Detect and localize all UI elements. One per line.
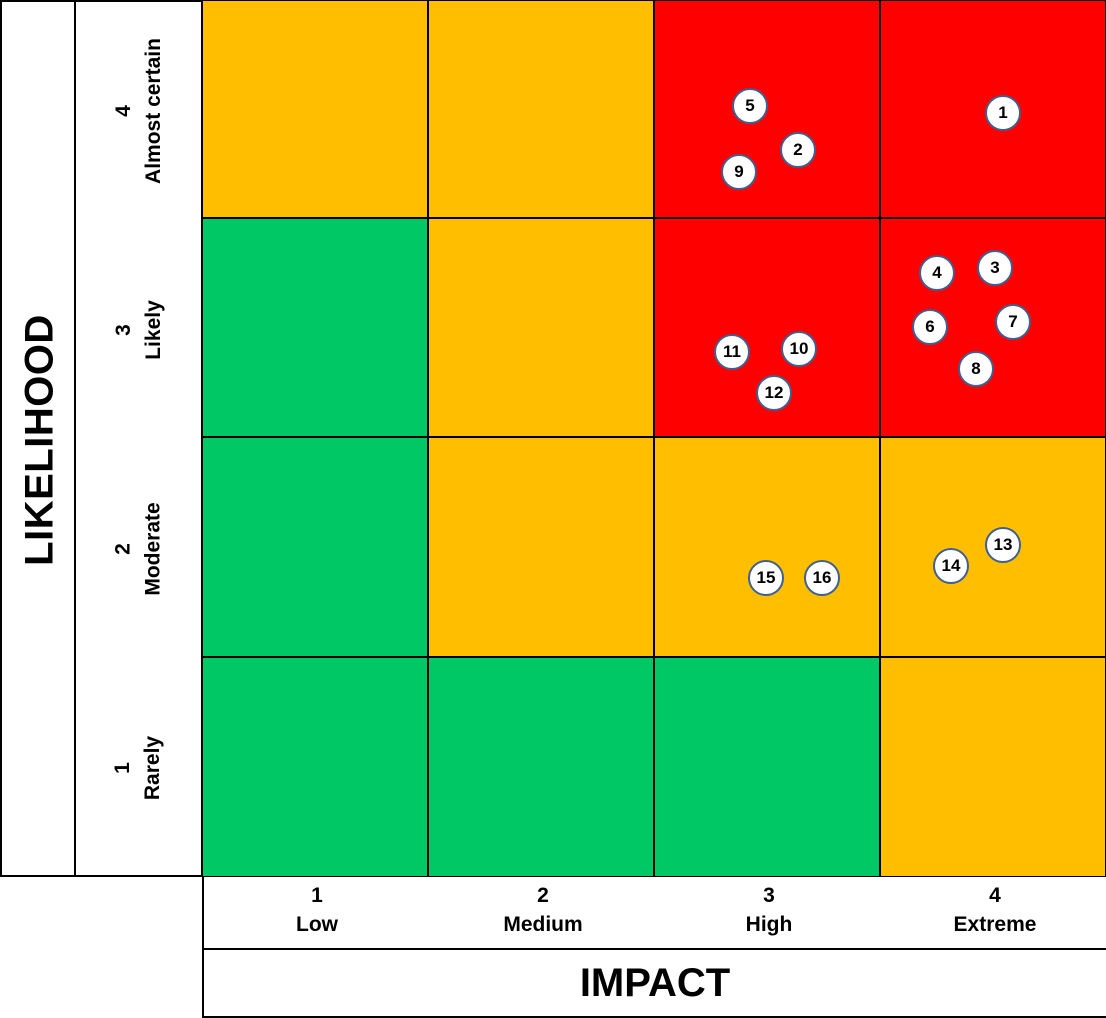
impact-level-1: 1 Low xyxy=(204,877,430,948)
risk-marker-7[interactable]: 7 xyxy=(995,304,1031,340)
risk-marker-9[interactable]: 9 xyxy=(721,154,757,190)
risk-marker-5[interactable]: 5 xyxy=(732,88,768,124)
risk-marker-6[interactable]: 6 xyxy=(912,309,948,345)
risk-marker-4[interactable]: 4 xyxy=(919,255,955,291)
impact-axis-title: IMPACT xyxy=(579,960,731,1005)
impact-level-4: 4 Extreme xyxy=(882,877,1106,948)
impact-level-number: 1 xyxy=(311,884,323,907)
impact-level-number: 4 xyxy=(989,884,1001,907)
matrix-cell-amber xyxy=(428,0,654,218)
risk-marker-15[interactable]: 15 xyxy=(748,560,784,596)
risk-marker-11[interactable]: 11 xyxy=(714,334,750,370)
impact-level-label: Low xyxy=(296,913,338,936)
matrix-cell-amber xyxy=(654,437,880,657)
likelihood-axis-title: LIKELIHOOD xyxy=(17,314,62,566)
risk-marker-14[interactable]: 14 xyxy=(933,548,969,584)
impact-level-label: Medium xyxy=(503,913,583,936)
matrix-cell-amber xyxy=(428,218,654,437)
risk-marker-12[interactable]: 12 xyxy=(756,375,792,411)
likelihood-level-number: 4 xyxy=(111,105,135,117)
risk-marker-3[interactable]: 3 xyxy=(977,250,1013,286)
impact-level-number: 2 xyxy=(537,884,549,907)
impact-axis-title-box: IMPACT xyxy=(202,950,1106,1018)
risk-marker-2[interactable]: 2 xyxy=(780,132,816,168)
likelihood-level-1: 1 Rarely xyxy=(76,659,201,877)
likelihood-level-label: Rarely xyxy=(141,735,165,801)
risk-marker-13[interactable]: 13 xyxy=(985,527,1021,563)
likelihood-level-number: 3 xyxy=(111,323,135,336)
matrix-cell-amber xyxy=(202,0,428,218)
matrix-cell-red xyxy=(654,218,880,437)
risk-marker-8[interactable]: 8 xyxy=(958,351,994,387)
matrix-cell-green xyxy=(202,437,428,657)
impact-level-3: 3 High xyxy=(656,877,882,948)
risk-matrix-grid: 1 2 5 9 3 4 6 7 8 10 11 12 13 14 15 16 xyxy=(202,0,1106,877)
likelihood-level-label: Likely xyxy=(141,299,165,360)
likelihood-level-number: 1 xyxy=(111,762,135,774)
matrix-cell-amber xyxy=(880,657,1106,877)
likelihood-level-3: 3 Likely xyxy=(76,220,201,439)
risk-marker-16[interactable]: 16 xyxy=(804,560,840,596)
likelihood-level-label: Almost certain xyxy=(141,38,165,184)
likelihood-level-4: 4 Almost certain xyxy=(76,2,201,220)
likelihood-level-labels: 4 Almost certain 3 Likely 2 Moderate 1 Rarel… xyxy=(76,0,203,877)
impact-level-2: 2 Medium xyxy=(430,877,656,948)
likelihood-level-2: 2 Moderate xyxy=(76,439,201,659)
likelihood-axis-title-box: LIKELIHOOD xyxy=(0,0,76,877)
matrix-cell-green xyxy=(202,657,428,877)
likelihood-level-label: Moderate xyxy=(141,502,165,596)
impact-level-label: High xyxy=(745,913,793,936)
impact-level-label: Extreme xyxy=(953,913,1037,936)
risk-marker-1[interactable]: 1 xyxy=(985,95,1021,131)
matrix-cell-amber xyxy=(428,437,654,657)
impact-level-labels: 1 Low 2 Medium 3 High 4 Extreme xyxy=(202,877,1106,950)
matrix-cell-green xyxy=(654,657,880,877)
matrix-cell-green xyxy=(428,657,654,877)
likelihood-level-number: 2 xyxy=(111,543,135,555)
risk-marker-10[interactable]: 10 xyxy=(781,331,817,367)
matrix-cell-green xyxy=(202,218,428,437)
impact-level-number: 3 xyxy=(763,884,775,907)
